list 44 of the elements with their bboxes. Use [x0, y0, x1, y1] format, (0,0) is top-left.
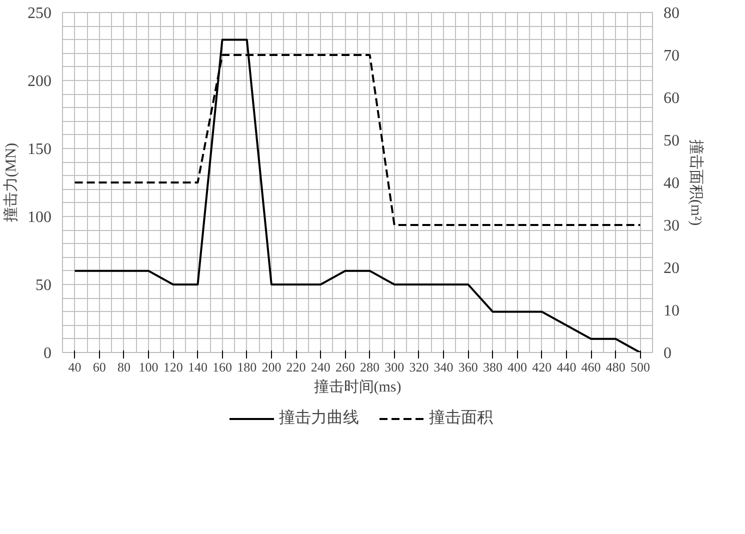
x-tick-label: 60: [92, 360, 106, 374]
x-tick-label: 400: [508, 360, 528, 374]
y2-tick-label: 70: [664, 48, 680, 64]
x-tick-label: 80: [117, 360, 130, 374]
y2-tick-label: 10: [664, 302, 680, 320]
x-tick-label: 280: [360, 360, 380, 374]
y-tick-label: 150: [28, 141, 52, 158]
y2-tick-label: 30: [664, 218, 680, 234]
x-axis-title: 撞击时间(ms): [314, 378, 402, 396]
x-tick-label: 120: [163, 360, 183, 374]
x-tick-label: 440: [556, 360, 576, 374]
y2-tick-label: 50: [664, 132, 680, 150]
x-tick-label: 480: [606, 360, 626, 374]
x-tick-label: 460: [581, 360, 601, 374]
x-tick-label: 200: [262, 360, 282, 374]
x-tick-label: 260: [335, 360, 355, 374]
legend-label: 撞击力曲线: [279, 408, 359, 428]
y-axis-title: 撞击力(MN): [2, 142, 20, 222]
x-tick-label: 140: [188, 360, 208, 374]
y-tick-label: 250: [28, 5, 52, 22]
y2-tick-label: 20: [664, 260, 680, 277]
x-tick-label: 180: [237, 360, 257, 374]
x-tick-label: 220: [286, 360, 306, 374]
x-tick-label: 380: [482, 360, 502, 374]
x-tick-label: 300: [384, 360, 404, 374]
legend-label: 撞击面积: [429, 408, 493, 428]
y2-tick-label: 80: [664, 5, 680, 22]
y2-tick-label: 60: [664, 90, 680, 107]
x-tick-label: 40: [68, 360, 82, 374]
y2-axis-title: 撞击面积(m²): [688, 139, 704, 226]
y-tick-label: 100: [28, 209, 52, 226]
x-tick-label: 240: [310, 360, 330, 374]
x-tick-label: 500: [630, 360, 650, 374]
y-tick-label: 200: [28, 73, 52, 90]
x-tick-label: 320: [409, 360, 429, 374]
x-tick-label: 340: [434, 360, 454, 374]
x-tick-label: 420: [532, 360, 552, 374]
x-tick-label: 160: [212, 360, 232, 374]
x-tick-label: 100: [138, 360, 158, 374]
y2-tick-label: 0: [664, 345, 672, 362]
y-tick-label: 50: [36, 277, 52, 294]
x-tick-label: 360: [458, 360, 478, 374]
y-tick-label: 0: [44, 345, 52, 362]
y2-tick-label: 40: [664, 175, 680, 192]
